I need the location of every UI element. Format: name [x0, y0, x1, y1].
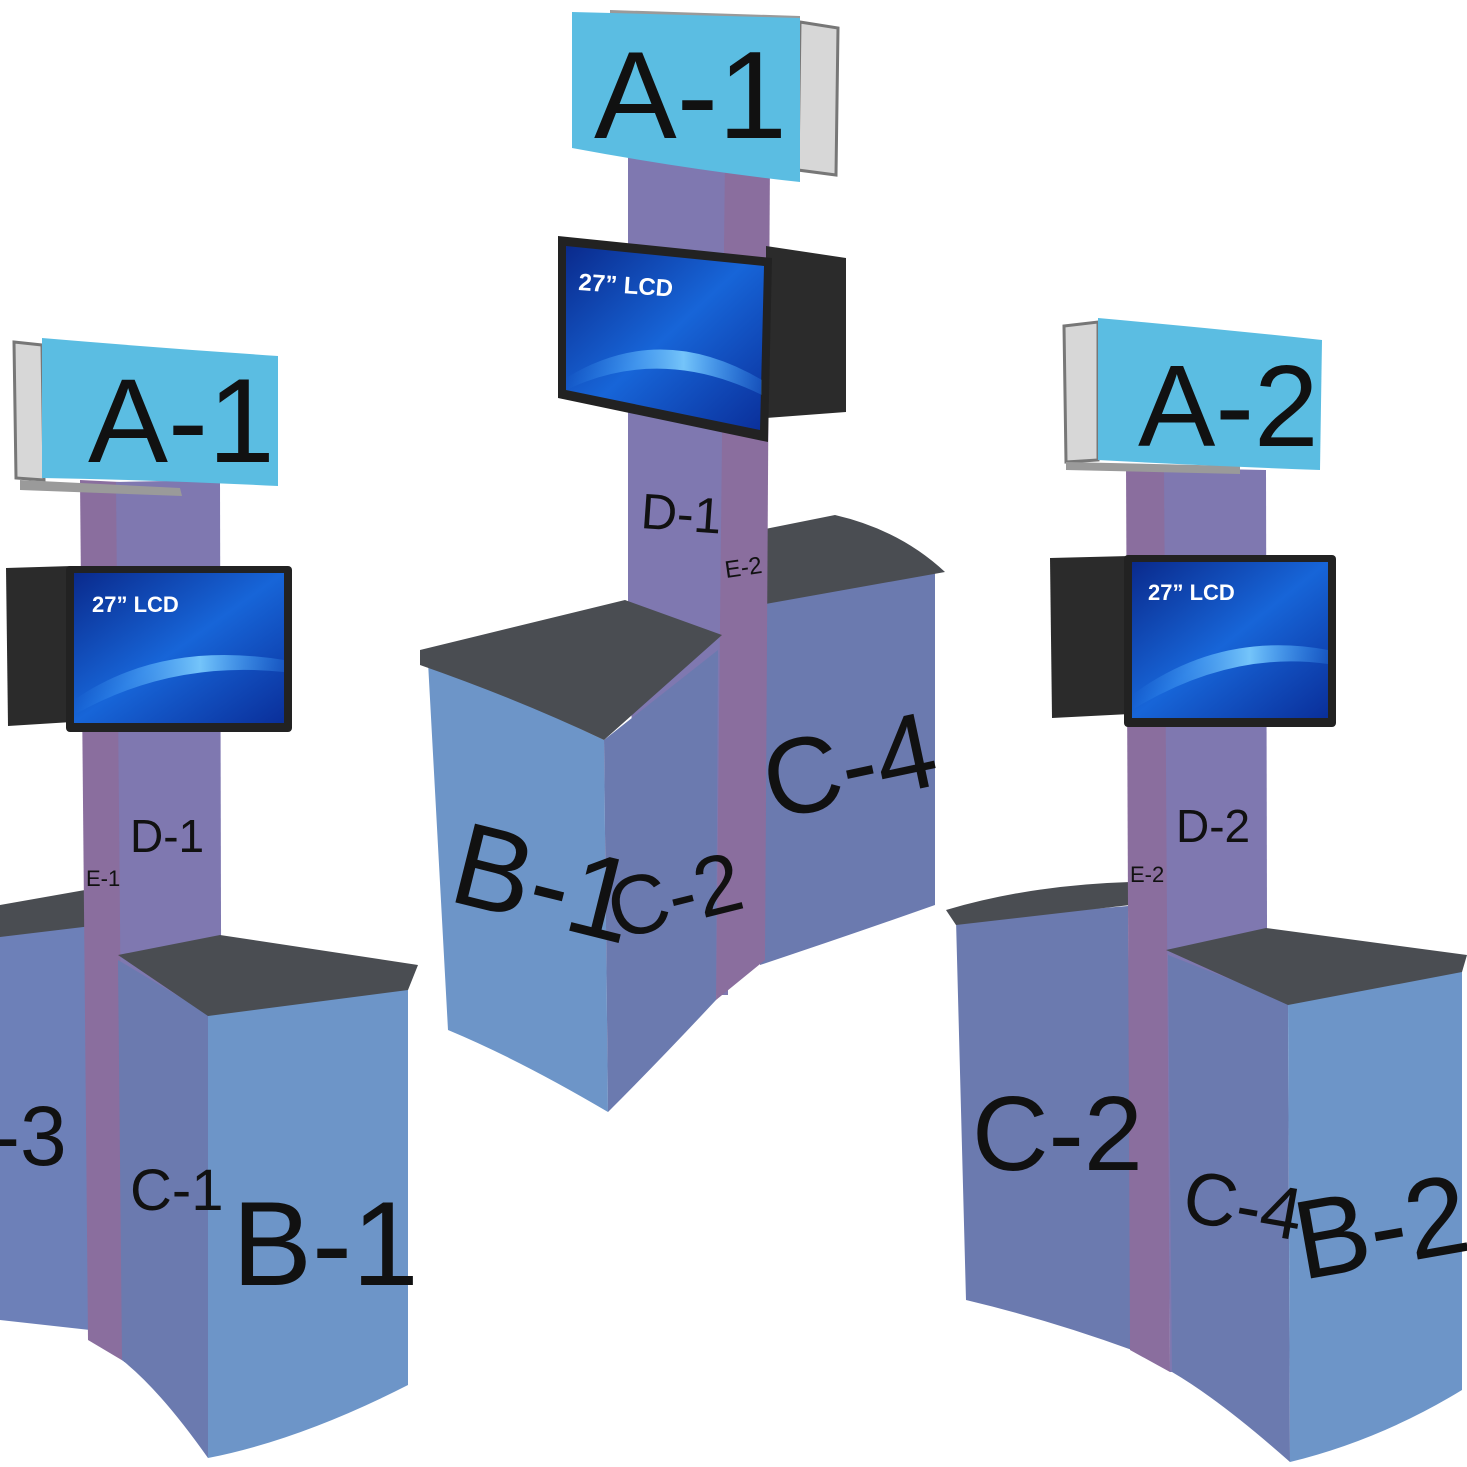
right-sign-label: A-2: [1138, 341, 1319, 471]
left-monitor-label: 27” LCD: [92, 592, 179, 617]
right-screen-wave: [1132, 645, 1328, 710]
left-sign-frame-rail: [20, 480, 182, 496]
left-sign-frame: [12, 340, 46, 482]
right-sign-frame-rail: [1066, 462, 1240, 474]
left-tower-front-label: D-1: [130, 810, 204, 862]
center-tower-front-label: D-1: [639, 483, 723, 544]
left-monitor-screen: [74, 573, 284, 723]
center-cabinet-side: [604, 650, 718, 1112]
center-screen-wave: [566, 349, 762, 395]
center-monitor-label: 27” LCD: [578, 269, 674, 303]
left-sign-header: [42, 338, 278, 486]
left-screen-wave: [74, 655, 284, 715]
right-tower-side-label: E-2: [1130, 862, 1164, 887]
center-back-countertop: [760, 515, 945, 605]
right-cabinet-side: [1168, 955, 1290, 1462]
left-back-countertop: [0, 890, 100, 937]
right-back-cabinet-label: C-2: [972, 1075, 1143, 1193]
left-sign-label: A-1: [88, 354, 275, 488]
right-monitor-back: [1050, 556, 1130, 718]
right-cabinet-front: [1288, 965, 1462, 1462]
left-kiosk: A-1 27” LCD D-1 E-1 -3 C-1 B-1: [0, 338, 419, 1458]
left-countertop: [118, 935, 418, 1016]
center-monitor-screen: [566, 246, 764, 430]
right-back-countertop: [946, 882, 1130, 925]
right-monitor-label: 27” LCD: [1148, 580, 1235, 605]
right-cabinet-side-label: C-4: [1177, 1154, 1309, 1256]
center-sign-label: A-1: [594, 27, 787, 165]
right-kiosk: A-2 27” LCD D-2 E-2 C-2 C-4 B-2: [946, 318, 1467, 1462]
center-cabinet-front: [428, 662, 608, 1112]
center-kiosk: A-1 27” LCD D-1 E-2 C-4 B-1 C-2: [420, 10, 947, 1112]
left-cabinet-side-label: C-1: [130, 1158, 223, 1223]
center-sign-frame: [796, 20, 840, 177]
center-back-cabinet: [760, 572, 935, 965]
left-back-cabinet-label: -3: [0, 1089, 67, 1183]
center-tower-side-label: E-2: [723, 552, 764, 584]
left-back-cabinet: [0, 922, 90, 1330]
right-cabinet-front-label: B-2: [1284, 1150, 1467, 1303]
right-sign-frame: [1062, 320, 1100, 464]
left-cabinet-front: [208, 980, 408, 1458]
right-back-cabinet: [956, 906, 1132, 1350]
center-sign-header: [572, 12, 800, 182]
left-tower-side-label: E-1: [86, 866, 120, 891]
left-cabinet-front-label: B-1: [232, 1177, 419, 1311]
right-tower-front-label: D-2: [1176, 800, 1250, 852]
center-monitor-back: [766, 246, 846, 418]
right-countertop: [1166, 928, 1467, 1005]
left-cabinet-side: [118, 960, 208, 1458]
left-monitor-back: [6, 566, 72, 726]
right-sign-header: [1098, 318, 1322, 470]
center-countertop: [420, 600, 722, 740]
